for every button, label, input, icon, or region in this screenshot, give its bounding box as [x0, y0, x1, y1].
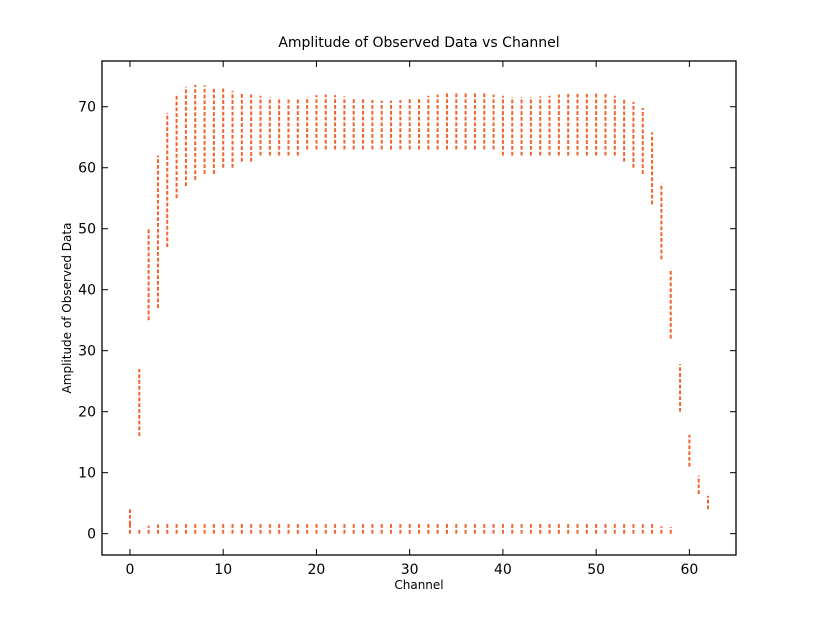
axes: 0 10 20 30 40 50 60 0 10 20 30 40 50 60 70	[78, 60, 737, 578]
y-tick-label: 50	[78, 222, 96, 238]
y-tick-label: 40	[78, 283, 96, 299]
x-tick-label: 10	[214, 562, 232, 578]
y-tick-label: 0	[87, 527, 96, 543]
y-tick-label: 60	[78, 161, 96, 177]
x-tick-label: 30	[401, 562, 419, 578]
x-tick-label: 60	[680, 562, 698, 578]
x-axis-label: Channel	[394, 578, 443, 592]
y-tick-label: 20	[78, 405, 96, 421]
plot-frame	[101, 60, 737, 556]
y-tick-label: 70	[78, 100, 96, 116]
x-tick-label: 40	[494, 562, 512, 578]
data-marks	[128, 84, 710, 534]
x-tick-label: 0	[126, 562, 135, 578]
chart-title: Amplitude of Observed Data vs Channel	[278, 35, 559, 51]
y-tick-label: 30	[78, 344, 96, 360]
y-axis-label: Amplitude of Observed Data	[60, 223, 74, 394]
y-tick-label: 10	[78, 466, 96, 482]
x-tick-label: 20	[308, 562, 326, 578]
x-tick-label: 50	[587, 562, 605, 578]
